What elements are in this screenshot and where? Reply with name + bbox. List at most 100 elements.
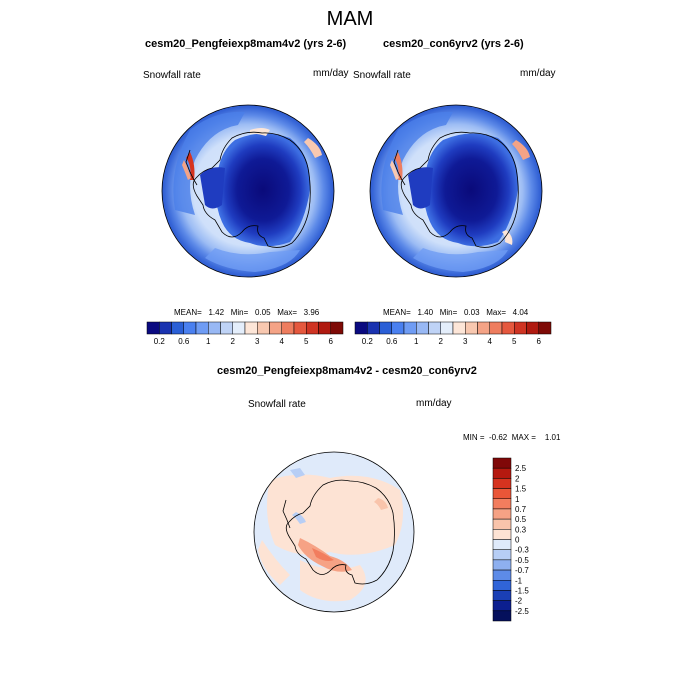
panel1-colorbar-tick-label: 1	[206, 337, 211, 346]
panel3-colorbar-tick-label: 0.5	[515, 515, 527, 524]
panel3-colorbar-swatch	[492, 478, 512, 489]
panel3-colorbar-swatch	[492, 590, 512, 601]
panel2-colorbar-swatch	[440, 321, 454, 335]
panel2-title: cesm20_con6yrv2 (yrs 2-6)	[383, 38, 524, 50]
panel3-units-label: mm/day	[416, 398, 452, 409]
panel2-max-label: Max=	[486, 308, 506, 317]
panel1-colorbar-swatch	[269, 321, 282, 335]
panel1-colorbar-swatch	[171, 321, 184, 335]
panel3-colorbar-swatch	[492, 518, 512, 530]
panel2-colorbar-swatch	[526, 321, 539, 335]
panel3-colorbar-tick-label: 1.5	[515, 485, 527, 494]
panel2-colorbar-swatch	[477, 321, 490, 335]
panel1-colorbar-swatch	[195, 321, 209, 335]
panel1-stats: MEAN= 1.42 Min= 0.05 Max= 3.96	[174, 308, 319, 317]
figure-title: MAM	[326, 8, 374, 30]
panel1-colorbar-swatch	[257, 321, 270, 335]
panel3-colorbar-tick-label: 0.7	[515, 505, 527, 514]
panel1-colorbar-tick-label: 0.6	[178, 337, 190, 346]
panel2-colorbar-tick-label: 0.6	[386, 337, 398, 346]
panel1-colorbar-swatch	[146, 321, 160, 335]
panel1-colorbar-swatch	[232, 321, 246, 335]
panel1-colorbar: 0.2 0.6 1 2 3 4 5 6	[146, 321, 344, 346]
panel3-colorbar-swatch	[492, 508, 512, 520]
panel3-colorbar-swatch	[492, 529, 512, 540]
panel3-colorbar-swatch	[492, 569, 512, 581]
panel3-colorbar-swatch	[492, 488, 512, 499]
panel3-colorbar: 2.52 1.510.70.50.3 0-0.3-0.5-0.7-1-1.5 -2-2…	[492, 457, 529, 622]
panel1-mean-label: MEAN=	[174, 308, 202, 317]
panel2-colorbar: 0.2 0.6 1 2 3 4 5 6	[354, 321, 552, 346]
panel2-colorbar-swatch	[367, 321, 380, 335]
panel3-title: cesm20_Pengfeiexp8mam4v2 - cesm20_con6yr…	[217, 365, 477, 377]
panel2-colorbar-tick-label: 3	[463, 337, 468, 346]
panel1-colorbar-tick-label: 6	[329, 337, 334, 346]
panel3-stats: MIN = -0.62 MAX = 1.01	[463, 433, 560, 442]
panel3-colorbar-swatch	[492, 559, 512, 571]
panel2-mean-label: MEAN=	[383, 308, 411, 317]
panel3-map	[253, 451, 415, 613]
panel1-colorbar-swatch	[330, 321, 344, 335]
panel3-colorbar-swatch	[492, 600, 512, 612]
panel1-colorbar-swatch	[208, 321, 221, 335]
panel2-colorbar-swatch	[489, 321, 503, 335]
panel1-colorbar-swatch	[220, 321, 233, 335]
panel1-colorbar-swatch	[244, 321, 258, 335]
panel2-colorbar-tick-label: 0.2	[362, 337, 374, 346]
panel2-colorbar-swatch	[452, 321, 466, 335]
panel2-colorbar-tick-label: 1	[414, 337, 419, 346]
panel1-min-value: 0.05	[254, 308, 271, 317]
panel1-colorbar-swatch	[159, 321, 172, 335]
panel3-min-label: MIN =	[463, 433, 485, 442]
panel1-colorbar-tick-label: 4	[280, 337, 285, 346]
panel1-max-value: 3.96	[303, 308, 320, 317]
panel2-colorbar-swatch	[416, 321, 429, 335]
panel2-colorbar-tick-label: 6	[537, 337, 542, 346]
panel3-colorbar-swatch	[492, 467, 512, 479]
panel1-title: cesm20_Pengfeiexp8mam4v2 (yrs 2-6)	[145, 38, 347, 50]
panel1-mean-value: 1.42	[208, 308, 225, 317]
panel2-min-value: 0.03	[463, 308, 480, 317]
panel2-min-label: Min=	[439, 308, 458, 317]
panel2-max-value: 4.04	[512, 308, 529, 317]
panel1-colorbar-tick-label: 5	[304, 337, 309, 346]
panel1-max-label: Max=	[277, 308, 297, 317]
panel3-colorbar-tick-label: -1.5	[515, 586, 529, 595]
panel1-colorbar-swatch	[281, 321, 295, 335]
panel3-colorbar-tick-label: 2.5	[515, 464, 527, 473]
panel2-colorbar-swatch	[379, 321, 392, 335]
panel2-colorbar-swatch	[501, 321, 515, 335]
panel3-colorbar-tick-label: -0.7	[515, 566, 529, 575]
panel3-colorbar-swatch	[492, 549, 512, 561]
panel3-colorbar-swatch	[492, 539, 512, 550]
panel2-colorbar-swatch	[538, 321, 552, 335]
panel1-units-label: mm/day	[313, 68, 349, 79]
panel3-colorbar-tick-label: 1	[515, 495, 520, 504]
panel1-variable-label: Snowfall rate	[143, 70, 201, 81]
panel3-variable-label: Snowfall rate	[248, 399, 306, 410]
panel3-colorbar-tick-label: 0	[515, 536, 520, 545]
panel3-colorbar-tick-label: -2	[515, 597, 523, 606]
panel3-colorbar-tick-label: -1	[515, 576, 523, 585]
panel1-colorbar-tick-label: 3	[255, 337, 260, 346]
panel3-colorbar-tick-label: -0.5	[515, 556, 529, 565]
panel2-colorbar-swatch	[391, 321, 405, 335]
panel2-colorbar-swatch	[354, 321, 368, 335]
panel3-colorbar-swatch	[492, 498, 512, 510]
panel1-colorbar-tick-label: 2	[231, 337, 236, 346]
panel2-colorbar-tick-label: 2	[439, 337, 444, 346]
panel1-colorbar-swatch	[293, 321, 307, 335]
panel3-min-value: -0.62	[489, 433, 508, 442]
panel3-max-label: MAX =	[511, 433, 536, 442]
panel2-units-label: mm/day	[520, 68, 556, 79]
panel3-colorbar-tick-label: -2.5	[515, 607, 529, 616]
panel2-colorbar-swatch	[403, 321, 417, 335]
panel3-colorbar-tick-label: 0.3	[515, 525, 527, 534]
panel3-colorbar-swatch	[492, 610, 512, 622]
panel2-colorbar-swatch	[428, 321, 441, 335]
panel1-map	[161, 104, 335, 278]
panel2-colorbar-tick-label: 4	[488, 337, 493, 346]
panel2-colorbar-swatch	[465, 321, 478, 335]
panel2-colorbar-tick-label: 5	[512, 337, 517, 346]
